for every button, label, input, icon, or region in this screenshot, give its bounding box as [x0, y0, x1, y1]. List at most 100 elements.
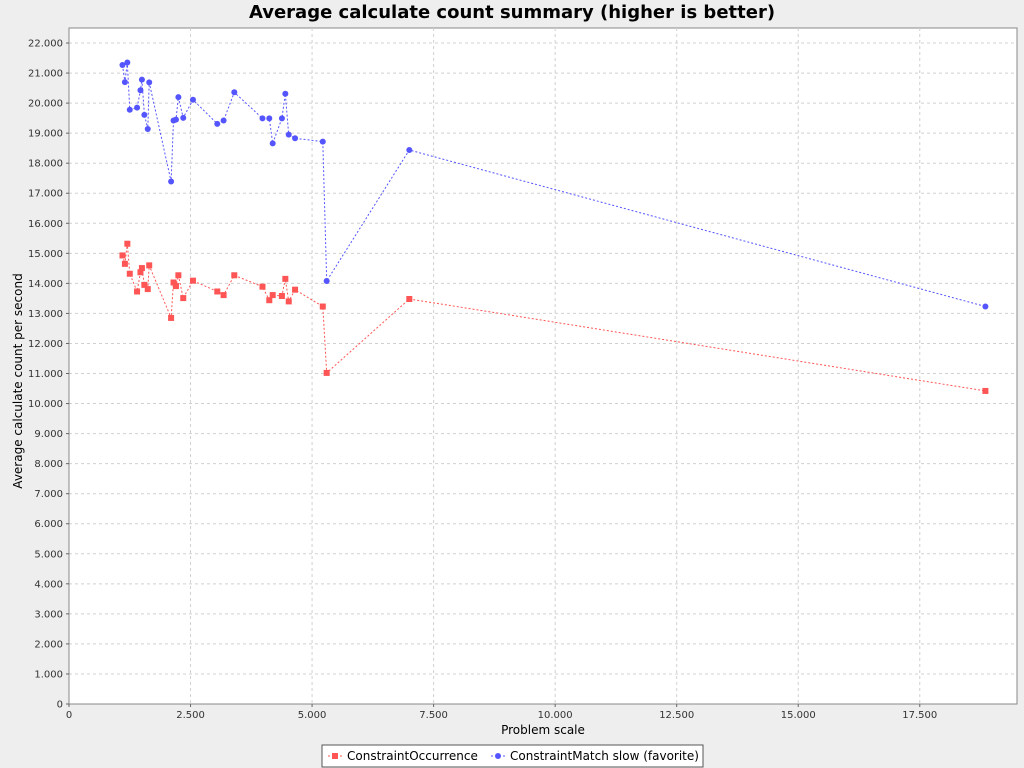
data-point	[172, 283, 179, 290]
x-axis-label: Problem scale	[501, 723, 585, 737]
data-point	[220, 292, 227, 299]
data-point	[121, 260, 128, 267]
data-point	[282, 90, 289, 97]
data-point	[137, 269, 144, 276]
y-tick-label: 13.000	[28, 309, 63, 320]
data-point	[285, 131, 292, 138]
legend-label: ConstraintOccurrence	[347, 749, 478, 763]
data-point	[292, 286, 299, 293]
legend: ConstraintOccurrence ConstraintMatch slow…	[321, 744, 704, 768]
data-point	[259, 115, 266, 122]
y-tick-label: 4.000	[34, 579, 63, 590]
data-point	[126, 270, 133, 277]
y-tick-label: 16.000	[28, 219, 63, 230]
data-point	[189, 277, 196, 284]
series-1	[119, 240, 989, 394]
y-tick-label: 19.000	[28, 129, 63, 140]
data-point	[282, 275, 289, 282]
data-point	[269, 140, 276, 147]
x-tick-label: 0	[66, 710, 72, 721]
data-point	[269, 292, 276, 299]
y-tick-label: 12.000	[28, 339, 63, 350]
data-point	[406, 146, 413, 153]
data-point	[231, 89, 238, 96]
y-tick-label: 8.000	[34, 459, 63, 470]
x-tick-label: 10.000	[538, 710, 573, 721]
data-point	[231, 272, 238, 279]
data-point	[146, 79, 153, 86]
x-axis-ticks: 0 2.500 5.000 7.500 10.000 12.500 15.000 17.500	[66, 704, 937, 721]
x-tick-label: 2.500	[176, 710, 205, 721]
data-point	[168, 178, 175, 185]
data-point	[146, 262, 153, 269]
axes	[68, 28, 1017, 705]
legend-box	[321, 744, 704, 768]
y-tick-label: 17.000	[28, 189, 63, 200]
data-point	[144, 286, 151, 293]
data-point	[285, 298, 292, 305]
data-point	[319, 138, 326, 145]
y-tick-label: 15.000	[28, 249, 63, 260]
data-point	[982, 387, 989, 394]
y-tick-label: 9.000	[34, 429, 63, 440]
x-tick-label: 17.500	[902, 710, 937, 721]
data-point	[189, 96, 196, 103]
data-point	[292, 135, 299, 142]
data-point	[138, 76, 145, 83]
data-point	[175, 94, 182, 101]
data-point	[266, 297, 273, 304]
data-point	[141, 281, 148, 288]
y-tick-label: 18.000	[28, 159, 63, 170]
y-tick-label: 1.000	[34, 669, 63, 680]
x-tick-label: 12.500	[659, 710, 694, 721]
y-tick-label: 6.000	[34, 519, 63, 530]
chart-title: Average calculate count summary (higher …	[249, 2, 775, 23]
y-tick-label: 3.000	[34, 609, 63, 620]
legend-item: ConstraintOccurrence	[328, 749, 478, 763]
legend-marker	[495, 753, 501, 759]
data-point	[172, 116, 179, 123]
legend-item: ConstraintMatch slow (favorite)	[491, 749, 699, 763]
data-point	[220, 117, 227, 124]
y-axis-label: Average calculate count per second	[11, 273, 25, 488]
y-tick-label: 7.000	[34, 489, 63, 500]
y-tick-label: 21.000	[28, 69, 63, 80]
y-tick-label: 2.000	[34, 639, 63, 650]
data-point	[137, 87, 144, 94]
data-point	[259, 283, 266, 290]
data-point	[124, 240, 131, 247]
data-point	[180, 295, 187, 302]
y-tick-label: 14.000	[28, 279, 63, 290]
series-layer	[119, 59, 989, 394]
data-point	[180, 114, 187, 121]
y-tick-label: 0	[57, 700, 63, 711]
plot-area	[68, 27, 1018, 705]
data-point	[119, 252, 126, 259]
data-point	[144, 125, 151, 132]
data-point	[175, 272, 182, 279]
legend-label: ConstraintMatch slow (favorite)	[510, 749, 699, 763]
x-tick-label: 7.500	[419, 710, 448, 721]
grid	[68, 28, 1017, 705]
data-point	[126, 106, 133, 113]
data-point	[406, 296, 413, 303]
y-tick-label: 20.000	[28, 99, 63, 110]
x-tick-label: 5.000	[298, 710, 327, 721]
data-point	[319, 303, 326, 310]
data-point	[266, 115, 273, 122]
data-point	[170, 279, 177, 286]
series-line	[122, 243, 986, 392]
data-point	[214, 288, 221, 295]
data-point	[119, 61, 126, 68]
y-tick-label: 11.000	[28, 369, 63, 380]
data-point	[278, 292, 285, 299]
y-tick-label: 22.000	[28, 39, 63, 50]
y-tick-label: 10.000	[28, 399, 63, 410]
series-2	[119, 59, 989, 310]
data-point	[214, 120, 221, 127]
data-point	[124, 59, 131, 66]
data-point	[323, 277, 330, 284]
y-tick-label: 5.000	[34, 549, 63, 560]
data-point	[168, 314, 175, 321]
